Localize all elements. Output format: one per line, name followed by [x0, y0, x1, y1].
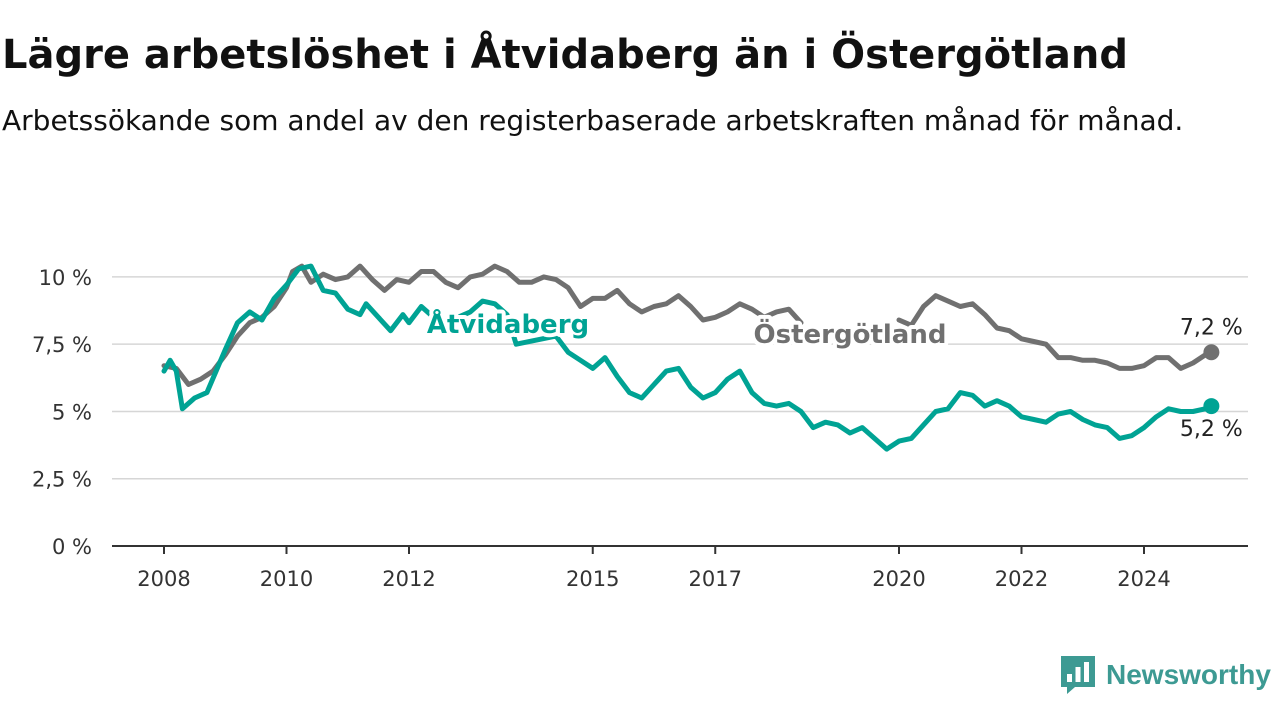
series-lines: [161, 263, 1220, 452]
series-end-point-0: [1203, 344, 1220, 361]
y-tick-label: 10 %: [39, 266, 92, 290]
x-tick-label: 2012: [382, 567, 435, 591]
series-end-point-1: [1203, 398, 1220, 415]
newsworthy-logo: Newsworthy: [1058, 654, 1271, 696]
series-name-label-1: Åtvidaberg: [427, 308, 589, 340]
chart-title: Lägre arbetslöshet i Åtvidaberg än i Öst…: [2, 32, 1128, 78]
newsworthy-logo-icon: [1061, 656, 1095, 694]
y-tick-label: 7,5 %: [32, 333, 92, 357]
x-tick-label: 2020: [872, 567, 925, 591]
series-name-halo-0: Östergötland: [754, 317, 947, 350]
x-tick-label: 2008: [137, 567, 190, 591]
end-value-halo-1: 5,2 %: [1180, 417, 1243, 442]
newsworthy-logo-text: Newsworthy: [1106, 659, 1271, 690]
x-tick-label: 2015: [566, 567, 619, 591]
x-axis: 2008 2010 2012 2015 2017 2020 2022 2024: [112, 545, 1248, 591]
end-value-label-0: 7,2 %: [1180, 315, 1243, 340]
series-line-1: [161, 263, 1214, 452]
y-tick-label: 5 %: [52, 400, 92, 424]
y-tick-label: 0 %: [52, 535, 92, 559]
series-name-halo-1: Åtvidaberg: [427, 308, 589, 340]
series-name-label-0: Östergötland: [754, 317, 947, 350]
chart-subtitle: Arbetssökande som andel av den registerb…: [2, 104, 1184, 137]
y-tick-label: 2,5 %: [32, 468, 92, 492]
end-value-label-1: 5,2 %: [1180, 417, 1243, 442]
grid-lines: [112, 276, 1248, 480]
x-tick-label: 2017: [689, 567, 742, 591]
x-tick-label: 2010: [260, 567, 313, 591]
y-axis-ticks: 0 % 2,5 % 5 % 7,5 % 10 %: [32, 266, 92, 559]
line-chart: 0 % 2,5 % 5 % 7,5 % 10 % 2008 2010 2012 2015 201…: [32, 263, 1248, 591]
x-tick-label: 2022: [995, 567, 1048, 591]
end-value-halo-0: 7,2 %: [1180, 315, 1243, 340]
series-line-0: [161, 263, 1214, 387]
x-tick-label: 2024: [1117, 567, 1170, 591]
